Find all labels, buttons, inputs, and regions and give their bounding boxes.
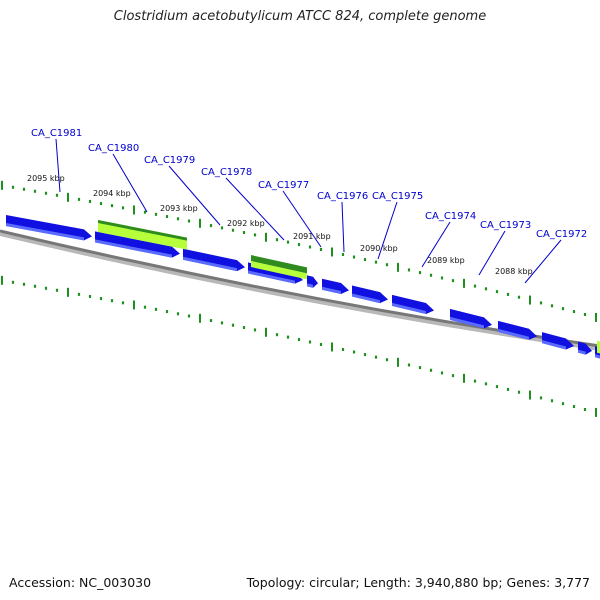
gene-label[interactable]: CA_C1972 <box>536 229 587 240</box>
gene-label[interactable]: CA_C1978 <box>201 167 252 178</box>
rna-feature-edge[interactable] <box>98 219 187 241</box>
scale-label: 2095 kbp <box>27 174 65 183</box>
gene-leader-line <box>168 165 221 226</box>
gene-arrow-shade <box>352 293 380 304</box>
gene-leader-line <box>55 138 61 193</box>
scale-labels: 2095 kbp 2094 kbp 2093 kbp 2092 kbp 2091 kbp… <box>27 174 533 276</box>
gene-arrow-shade <box>248 270 295 284</box>
rna-feature-dark[interactable] <box>251 255 307 274</box>
gene-arrow-shade <box>322 286 341 295</box>
gene-label[interactable]: CA_C1979 <box>144 155 195 166</box>
gene-label[interactable]: CA_C1975 <box>372 191 423 202</box>
rna-feature-light[interactable] <box>251 261 307 280</box>
gene-arrow-shade <box>95 239 172 258</box>
gene-leader-line <box>282 190 322 248</box>
scale-label: 2092 kbp <box>227 219 265 228</box>
gene-label[interactable]: CA_C1973 <box>480 220 531 231</box>
gene-leader-line <box>112 153 148 213</box>
gene-label[interactable]: CA_C1981 <box>31 128 82 139</box>
gene-arrow[interactable] <box>450 308 492 329</box>
gene-arrow[interactable] <box>352 285 388 304</box>
scale-label: 2089 kbp <box>427 256 465 265</box>
gene-arrow-shade <box>595 354 600 359</box>
gene-arrow-shade <box>578 349 586 355</box>
gene-label[interactable]: CA_C1976 <box>317 191 368 202</box>
label-leader-lines <box>55 138 562 284</box>
rna-feature-edge-right[interactable] <box>597 340 600 355</box>
topology-text: Topology: circular; Length: 3,940,880 bp… <box>246 575 590 590</box>
scale-label: 2090 kbp <box>360 244 398 253</box>
gene-arrow-shade <box>392 302 426 315</box>
gene-arrow[interactable] <box>392 294 434 315</box>
gene-arrow-shade <box>183 256 237 272</box>
gene-arrow[interactable] <box>183 248 245 272</box>
gene-arrow-shade <box>307 283 314 288</box>
gene-leader-line <box>421 221 451 268</box>
scale-label: 2093 kbp <box>160 204 198 213</box>
inner-tick-track <box>1 275 597 417</box>
gene-arrow-shade <box>6 223 84 241</box>
gene-leader-line <box>478 230 506 276</box>
gene-label[interactable]: CA_C1974 <box>425 211 476 222</box>
gene-label[interactable]: CA_C1977 <box>258 180 309 191</box>
outer-tick-track <box>1 180 597 322</box>
gene-leader-line <box>341 201 345 253</box>
map-title: Clostridium acetobutylicum ATCC 824, com… <box>113 9 487 24</box>
gene-leader-line <box>225 177 285 241</box>
scale-label: 2091 kbp <box>293 232 331 241</box>
gene-leader-line <box>377 201 398 260</box>
gene-labels: CA_C1981 CA_C1980 CA_C1979 CA_C1978 CA_C1977… <box>31 128 587 240</box>
gene-arrow[interactable] <box>95 231 180 258</box>
gene-arrow[interactable] <box>498 320 537 340</box>
gene-arrow[interactable] <box>6 215 92 241</box>
gene-label[interactable]: CA_C1980 <box>88 143 139 154</box>
gene-arrow-shade <box>450 316 484 329</box>
accession-text: Accession: NC_003030 <box>9 575 152 590</box>
gene-arrow-shade <box>542 340 566 350</box>
gene-arrow-shade <box>498 328 529 340</box>
feature-track <box>6 215 600 359</box>
scale-label: 2088 kbp <box>495 267 533 276</box>
gene-leader-line <box>524 239 562 284</box>
scale-label: 2094 kbp <box>93 189 131 198</box>
